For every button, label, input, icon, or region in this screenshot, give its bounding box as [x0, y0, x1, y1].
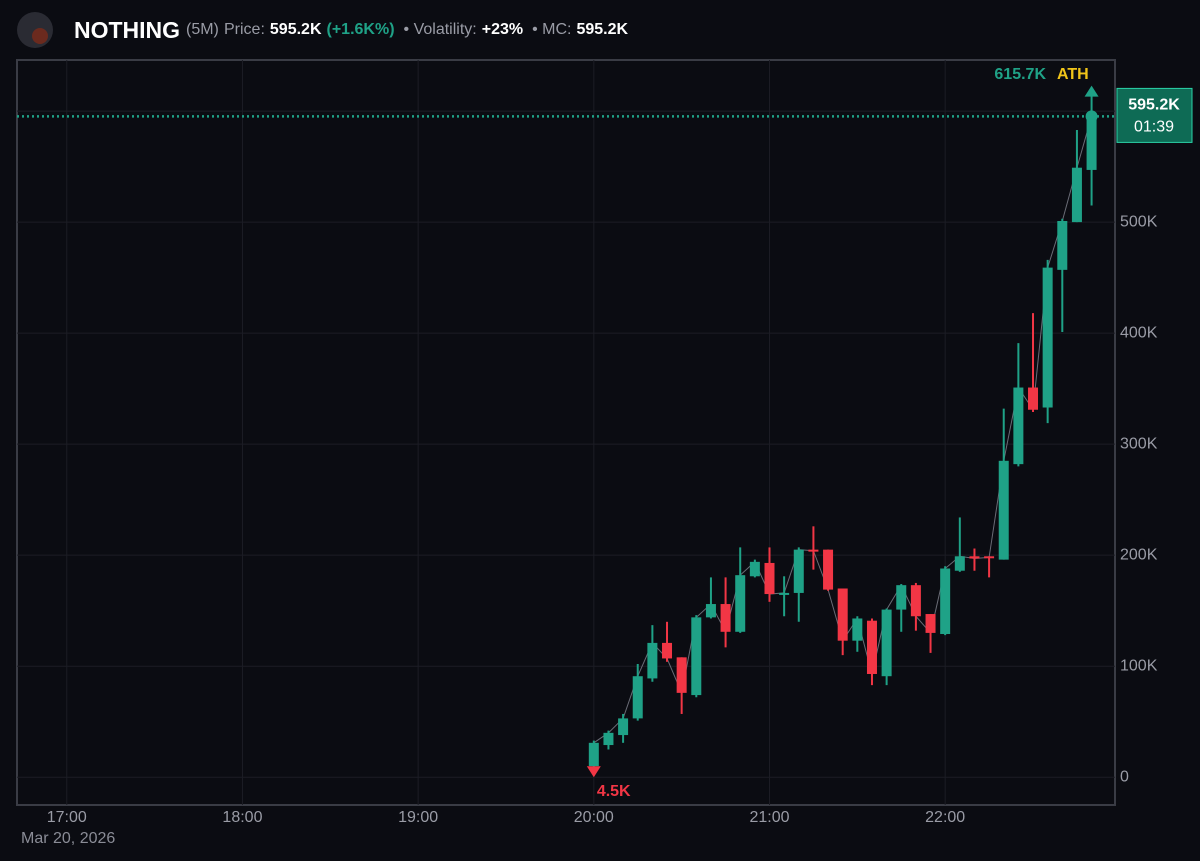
- x-tick-label: 22:00: [925, 809, 965, 826]
- mc: 595.2K: [576, 21, 629, 38]
- candle-body: [588, 742, 599, 767]
- candle-body: [969, 556, 980, 559]
- low-value: 4.5K: [597, 783, 631, 800]
- candle-body: [998, 460, 1009, 560]
- x-tick-label: 17:00: [47, 809, 87, 826]
- candle-body: [866, 620, 877, 674]
- low-marker: [586, 766, 601, 778]
- candle-body: [940, 568, 951, 635]
- candle-body: [779, 592, 790, 595]
- candle-body: [632, 676, 643, 719]
- avatar-detail: [32, 28, 48, 44]
- price: 595.2K: [269, 21, 322, 38]
- candle-body: [676, 657, 687, 693]
- x-tick-label: 20:00: [574, 809, 614, 826]
- volatility-label: • Volatility:: [403, 21, 477, 38]
- candle-body: [1013, 387, 1024, 465]
- y-tick-label: 500K: [1120, 213, 1158, 230]
- candle-body: [1086, 116, 1097, 170]
- y-tick-label: 0: [1120, 768, 1129, 785]
- candle-body: [925, 614, 936, 633]
- price-box: [1116, 87, 1193, 143]
- candle-body: [720, 604, 731, 632]
- candle-body: [852, 618, 863, 641]
- candle-body: [735, 575, 746, 632]
- ath-marker: [1084, 85, 1099, 97]
- candle-body: [808, 549, 819, 552]
- token-name: NOTHING: [74, 16, 181, 43]
- x-tick-label: 21:00: [749, 809, 789, 826]
- candle-body: [910, 585, 921, 617]
- candle-body: [705, 604, 716, 618]
- candle-body: [823, 549, 834, 590]
- x-tick-label: 18:00: [222, 809, 262, 826]
- candle-body: [691, 617, 702, 696]
- candle-body: [837, 588, 848, 641]
- plot-frame: [16, 59, 1116, 806]
- change: (+1.6K%): [326, 21, 395, 38]
- candle-body: [896, 585, 907, 610]
- last-price-dot: [1085, 110, 1098, 123]
- candle-body: [1042, 267, 1053, 408]
- candle-body: [662, 642, 673, 659]
- date-label: Mar 20, 2026: [21, 830, 115, 847]
- mc-label: • MC:: [532, 21, 572, 38]
- y-tick-label: 100K: [1120, 657, 1158, 674]
- candle-body: [954, 556, 965, 571]
- y-tick-label: 400K: [1120, 324, 1158, 341]
- candle-body: [1028, 387, 1039, 410]
- x-tick-label: 19:00: [398, 809, 438, 826]
- candle-body: [881, 609, 892, 677]
- candle-body: [984, 556, 995, 559]
- countdown: 01:39: [1134, 119, 1174, 136]
- interval: (5M): [186, 21, 219, 38]
- candle-body: [764, 562, 775, 595]
- candle-body: [1071, 167, 1082, 223]
- volatility: +23%: [481, 21, 524, 38]
- price-label: Price:: [224, 21, 265, 38]
- candle-body: [1057, 220, 1068, 270]
- y-tick-label: 200K: [1120, 546, 1158, 563]
- candle-body: [749, 561, 760, 577]
- candle-body: [603, 732, 614, 746]
- candle-body: [647, 642, 658, 679]
- ath-text: ATH: [1057, 66, 1089, 83]
- price-box-value: 595.2K: [1128, 97, 1180, 114]
- candle-body: [618, 718, 629, 736]
- candle-body: [793, 549, 804, 593]
- ath-value: 615.7K: [994, 66, 1046, 83]
- y-tick-label: 300K: [1120, 435, 1158, 452]
